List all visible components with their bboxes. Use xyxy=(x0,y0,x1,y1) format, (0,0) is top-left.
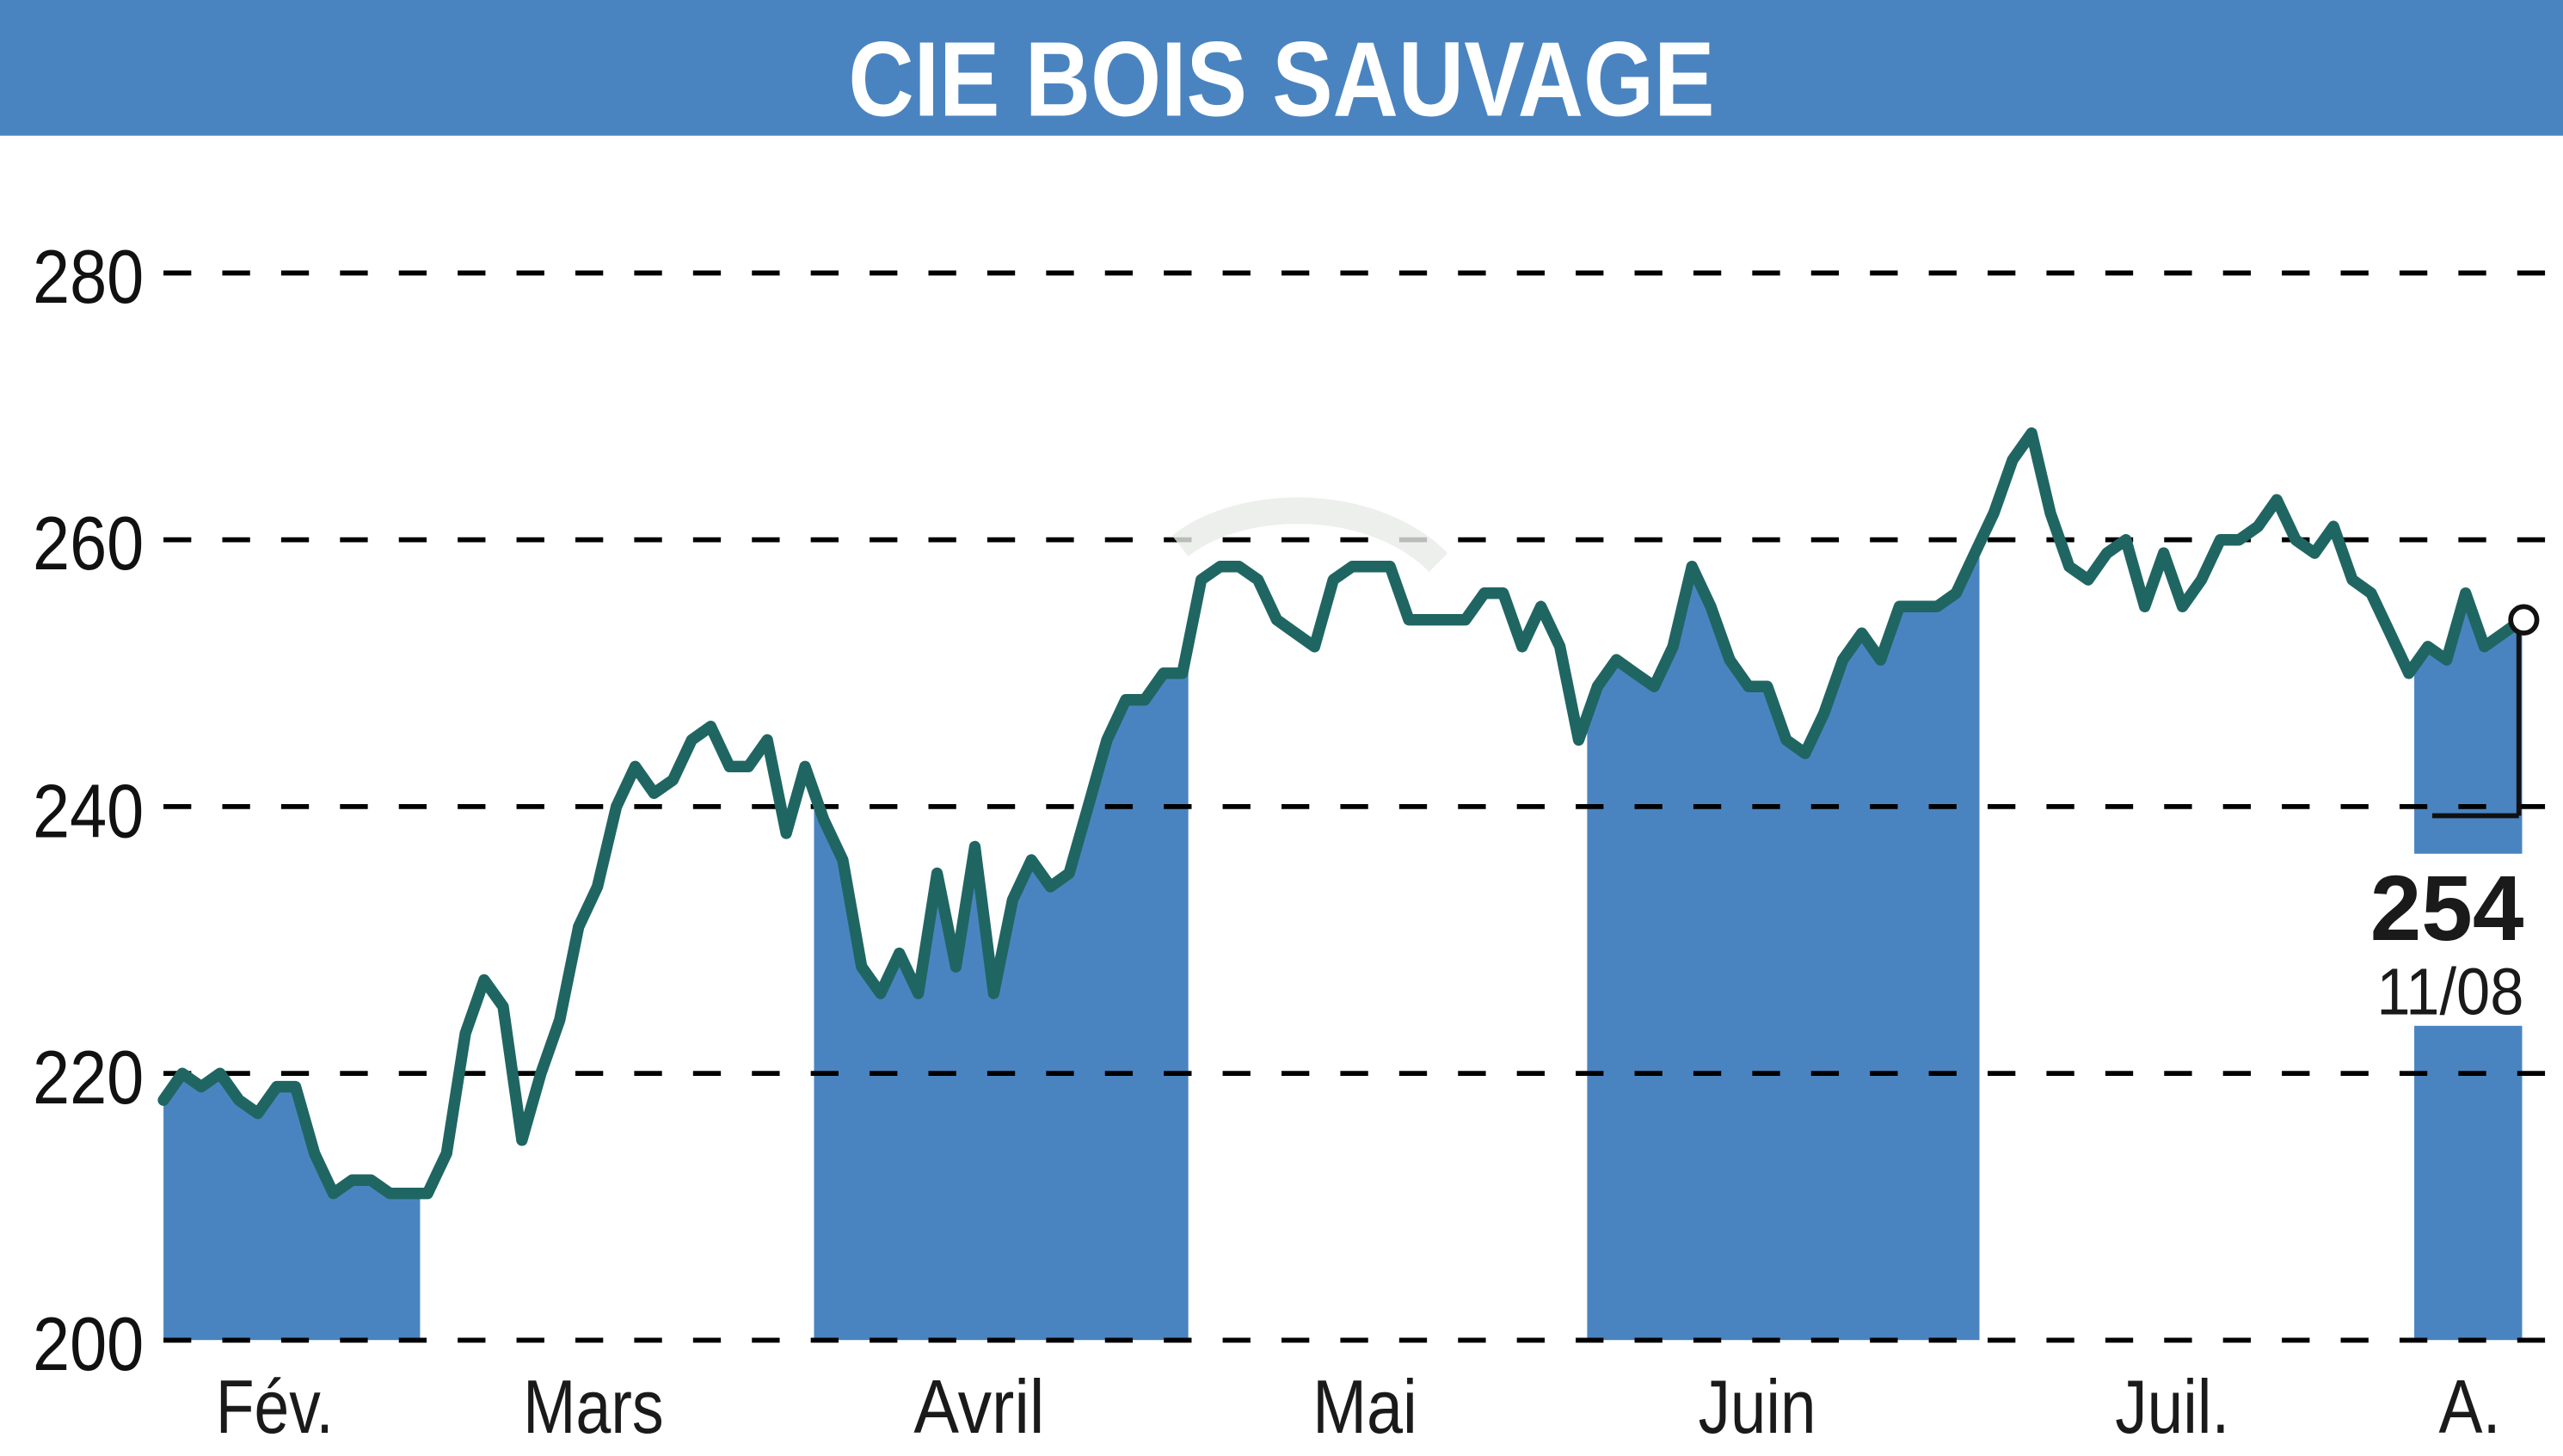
value-label-bg xyxy=(2353,853,2534,1026)
month-label-feb: Fév. xyxy=(216,1364,334,1450)
month-band xyxy=(2414,433,2523,1341)
last-value-marker xyxy=(2431,604,2540,819)
chart-title: CIE BOIS SAUVAGE xyxy=(848,20,1714,138)
month-label-juin: Juin xyxy=(1699,1364,1816,1450)
month-label-mars: Mars xyxy=(523,1364,663,1450)
month-band xyxy=(814,433,1189,1341)
ytick-label: 240 xyxy=(33,768,144,854)
month-band xyxy=(163,433,421,1341)
ytick-label: 220 xyxy=(33,1035,144,1121)
month-label-mai: Mai xyxy=(1312,1364,1417,1450)
ytick-label: 260 xyxy=(33,500,144,586)
month-label-aout: A. xyxy=(2439,1364,2501,1450)
month-band xyxy=(1587,433,1980,1341)
month-label-avril: Avril xyxy=(913,1364,1044,1450)
y-axis: 280 260 240 220 200 xyxy=(33,234,144,1386)
last-date: 11/08 xyxy=(2376,955,2523,1029)
last-value: 254 xyxy=(2370,856,2524,960)
month-label-juil: Juil. xyxy=(2115,1364,2229,1450)
ytick-label: 200 xyxy=(33,1300,144,1386)
gridlines xyxy=(163,270,2563,1343)
title-banner xyxy=(0,0,2563,136)
month-bands xyxy=(163,433,2523,1341)
price-line xyxy=(157,427,2529,1200)
watermark-logo xyxy=(1171,497,1448,573)
ytick-label: 280 xyxy=(33,234,144,320)
x-axis: Fév. Mars Avril Mai Juin Juil. A. xyxy=(216,1364,2501,1450)
last-point-circle-icon xyxy=(2508,604,2540,636)
